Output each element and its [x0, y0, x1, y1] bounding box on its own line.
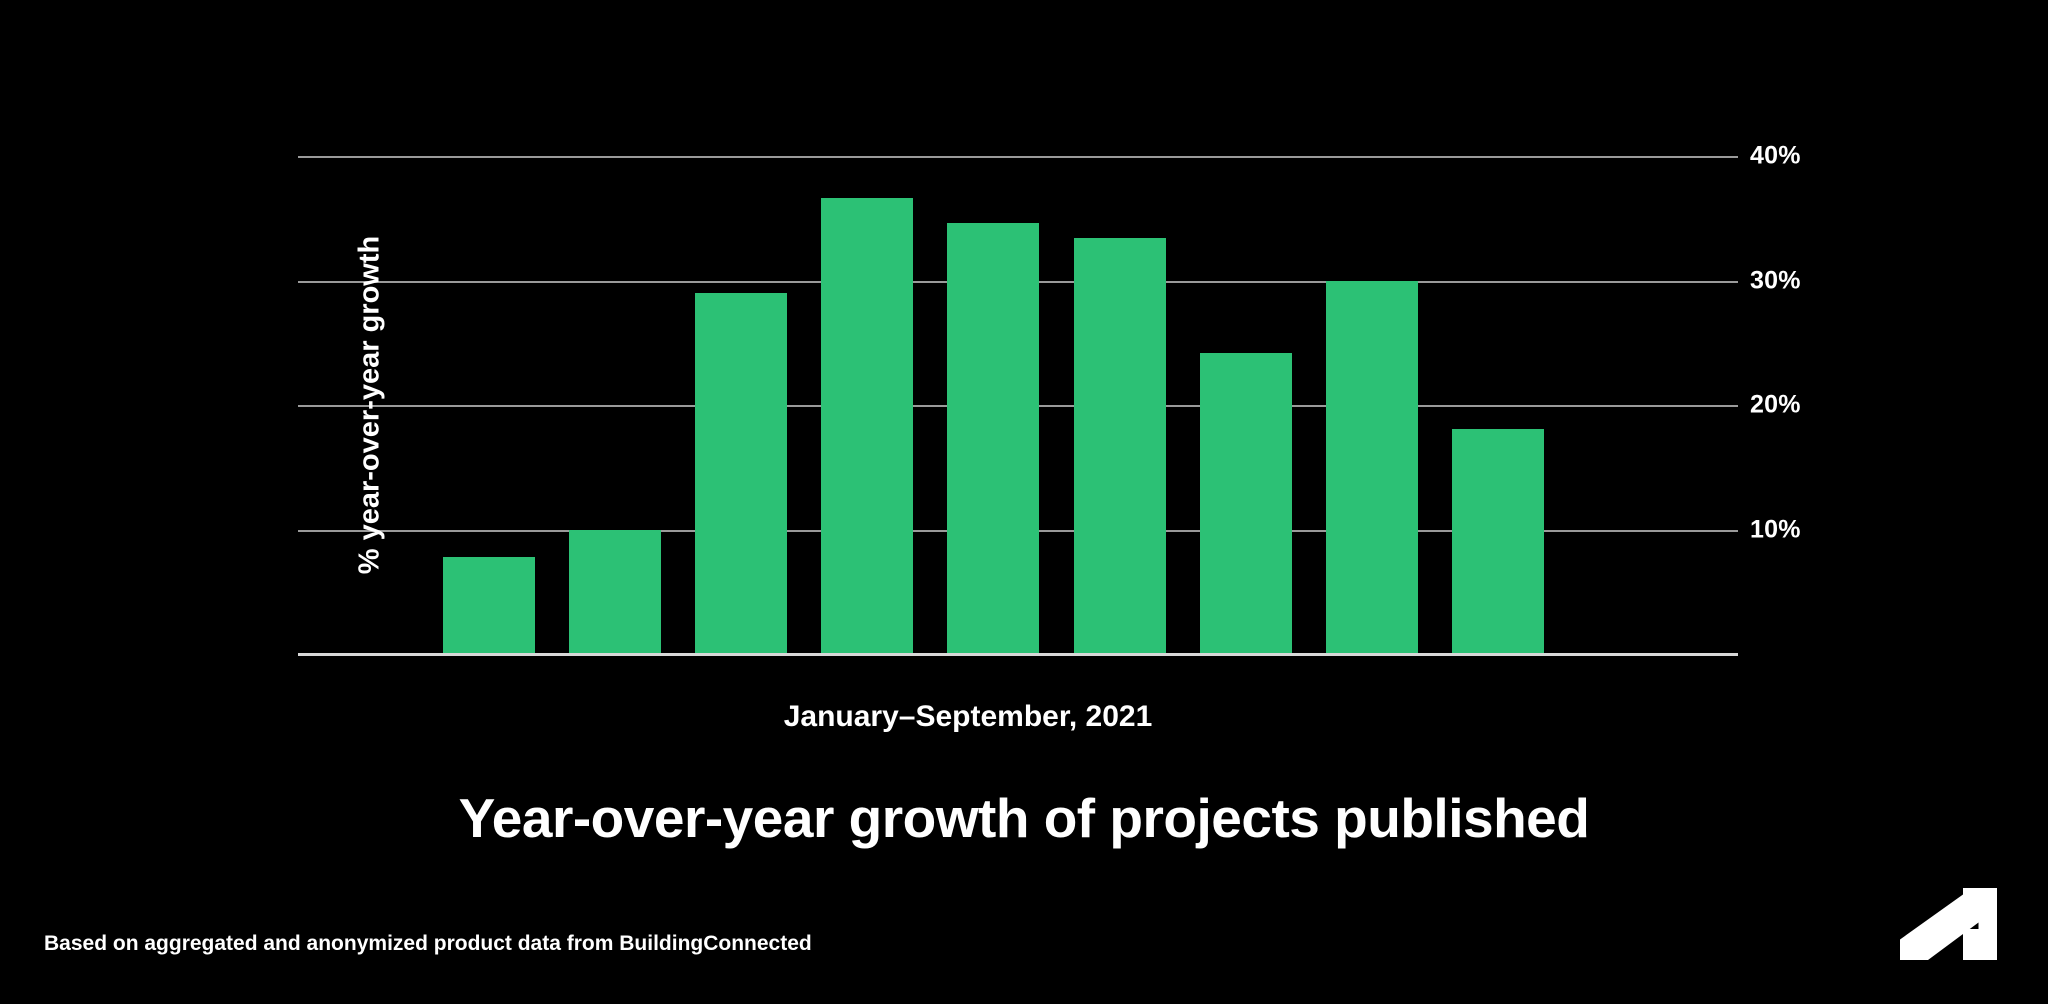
bar: [947, 223, 1040, 654]
y-axis-tick-label: 30%: [1750, 266, 1801, 294]
plot-area: % year-over-year growth: [298, 156, 1738, 656]
bar: [695, 292, 788, 654]
source-note: Based on aggregated and anonymized produ…: [44, 932, 812, 955]
chart-title: Year-over-year growth of projects publis…: [458, 787, 1590, 849]
x-axis-line: [298, 653, 1738, 656]
y-axis-title: % year-over-year growth: [353, 235, 386, 575]
y-axis-tick-label: 20%: [1750, 390, 1801, 419]
bar: [1325, 280, 1418, 654]
x-axis-title: January–September, 2021: [783, 700, 1153, 733]
bar: [821, 198, 914, 654]
bar: [443, 556, 535, 654]
bar: [1451, 428, 1544, 654]
autodesk-logo-icon: [1900, 888, 1997, 960]
bar: [1073, 238, 1166, 654]
y-axis-tick-label: 40%: [1750, 141, 1801, 170]
gridline: [298, 156, 1738, 158]
bar-series: [443, 156, 1578, 654]
bar: [1199, 352, 1292, 654]
bar: [569, 529, 662, 654]
y-axis-tick-label: 10%: [1750, 515, 1801, 543]
